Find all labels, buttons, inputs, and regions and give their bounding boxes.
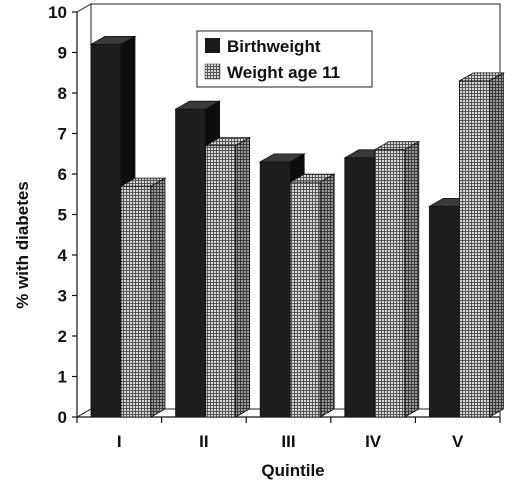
bar-front bbox=[458, 80, 490, 418]
legend-swatch-birthweight bbox=[205, 38, 220, 53]
bar-side bbox=[319, 173, 335, 418]
y-tick-label: 8 bbox=[58, 84, 67, 103]
y-tick-label: 7 bbox=[58, 125, 67, 144]
bar-side bbox=[488, 72, 504, 418]
x-tick-label: III bbox=[281, 432, 295, 451]
y-axis-title: % with diabetes bbox=[13, 181, 32, 309]
bar-weight-age-11-ii bbox=[204, 136, 252, 418]
y-tick-label: 5 bbox=[58, 206, 67, 225]
plot-side-wall bbox=[76, 3, 92, 418]
y-tick-label: 0 bbox=[58, 408, 67, 427]
x-axis: I II III IV V bbox=[76, 416, 501, 451]
y-axis: 0 1 2 3 4 5 6 7 8 9 10 bbox=[48, 3, 78, 427]
x-tick-label: II bbox=[199, 432, 208, 451]
x-tick-label: IV bbox=[365, 432, 382, 451]
y-tick-label: 3 bbox=[58, 287, 67, 306]
bar-front bbox=[289, 181, 321, 418]
legend-box bbox=[196, 30, 373, 88]
y-tick-label: 4 bbox=[58, 246, 68, 265]
bar-front bbox=[374, 149, 406, 418]
bar-side bbox=[150, 177, 166, 418]
bar-front bbox=[175, 108, 207, 418]
bar-weight-age-11-iv bbox=[373, 141, 421, 418]
bar-weight-age-11-iii bbox=[288, 173, 336, 418]
y-tick-label: 1 bbox=[58, 368, 67, 387]
y-tick-label: 10 bbox=[48, 3, 67, 22]
bar-side bbox=[235, 136, 251, 418]
x-axis-title: Quintile bbox=[261, 461, 324, 480]
bar-front bbox=[90, 44, 122, 418]
bar-front bbox=[205, 145, 237, 418]
y-tick-label: 2 bbox=[58, 327, 67, 346]
bar-front bbox=[120, 185, 152, 418]
y-tick-label: 9 bbox=[58, 44, 67, 63]
y-tick-label: 6 bbox=[58, 165, 67, 184]
bar-front bbox=[259, 161, 291, 418]
x-tick-label: I bbox=[117, 432, 122, 451]
legend: Birthweight Weight age 11 bbox=[196, 30, 373, 88]
legend-label-weight-age-11: Weight age 11 bbox=[227, 63, 340, 82]
legend-swatch-weight-age-11 bbox=[204, 63, 221, 80]
bar-front bbox=[344, 157, 376, 418]
bar-weight-age-11-i bbox=[119, 177, 167, 418]
bar-side bbox=[404, 141, 420, 418]
x-tick-label: V bbox=[452, 432, 464, 451]
bars bbox=[89, 35, 505, 418]
bar-weight-age-11-v bbox=[457, 72, 505, 418]
legend-label-birthweight: Birthweight bbox=[227, 37, 321, 56]
bar-front bbox=[428, 205, 460, 418]
